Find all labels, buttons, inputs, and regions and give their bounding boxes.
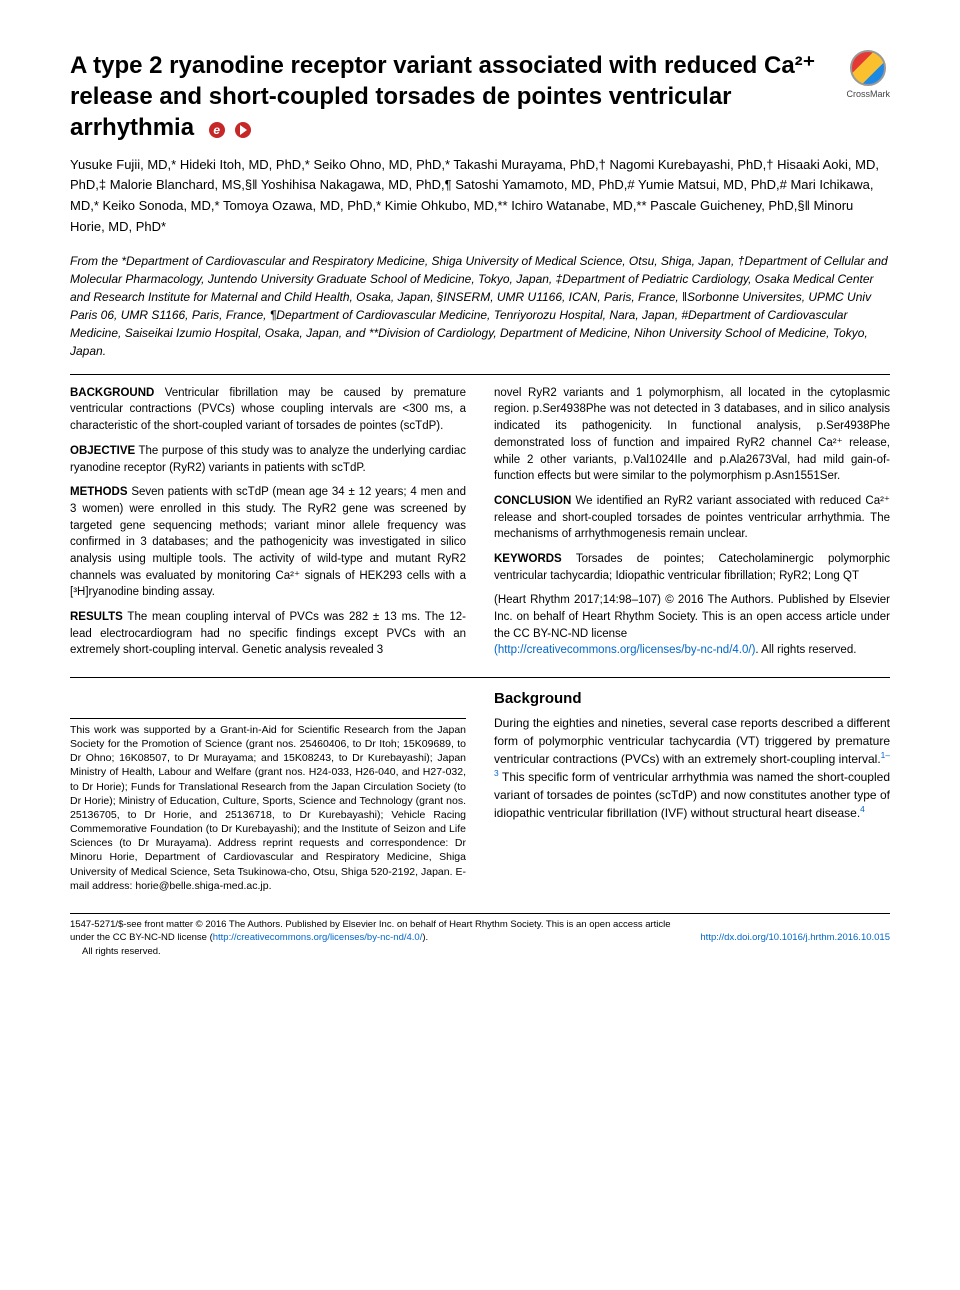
methods-text: Seven patients with scTdP (mean age 34 ±… bbox=[70, 486, 466, 598]
crossmark-badge[interactable]: CrossMark bbox=[846, 50, 890, 101]
copyright-end: ). bbox=[422, 932, 428, 943]
objective-label: OBJECTIVE bbox=[70, 445, 135, 457]
lower-columns: This work was supported by a Grant-in-Ai… bbox=[70, 688, 890, 893]
divider bbox=[70, 374, 890, 375]
rights-text: . All rights reserved. bbox=[755, 644, 856, 656]
funding-note: This work was supported by a Grant-in-Ai… bbox=[70, 718, 466, 893]
footer-license-link[interactable]: http://creativecommons.org/licenses/by-n… bbox=[213, 932, 423, 943]
affiliations: From the *Department of Cardiovascular a… bbox=[70, 252, 890, 360]
background-label: BACKGROUND bbox=[70, 387, 154, 399]
funding-column: This work was supported by a Grant-in-Ai… bbox=[70, 688, 466, 893]
page-footer: 1547-5271/$-see front matter © 2016 The … bbox=[70, 918, 890, 958]
title-icons: e bbox=[209, 113, 252, 144]
results-label: RESULTS bbox=[70, 611, 123, 623]
title-text: A type 2 ryanodine receptor variant asso… bbox=[70, 52, 815, 141]
crossmark-icon bbox=[850, 50, 886, 86]
bg-text-1: During the eighties and nineties, severa… bbox=[494, 716, 890, 766]
results-continued: novel RyR2 variants and 1 polymorphism, … bbox=[494, 385, 890, 485]
crossmark-label: CrossMark bbox=[846, 89, 890, 99]
footer-rights: All rights reserved. bbox=[70, 945, 680, 958]
footer-divider bbox=[70, 913, 890, 914]
conclusion-label: CONCLUSION bbox=[494, 495, 571, 507]
footer-copyright: 1547-5271/$-see front matter © 2016 The … bbox=[70, 918, 680, 958]
doi-link[interactable]: http://dx.doi.org/10.1016/j.hrthm.2016.1… bbox=[700, 932, 890, 943]
methods-label: METHODS bbox=[70, 486, 128, 498]
citation-text: (Heart Rhythm 2017;14:98–107) © 2016 The… bbox=[494, 594, 890, 639]
video-icon[interactable] bbox=[235, 122, 251, 138]
abstract-right-column: novel RyR2 variants and 1 polymorphism, … bbox=[494, 385, 890, 667]
article-title: A type 2 ryanodine receptor variant asso… bbox=[70, 50, 826, 145]
results-text: The mean coupling interval of PVCs was 2… bbox=[70, 611, 466, 656]
background-heading: Background bbox=[494, 688, 890, 710]
bg-text-2: This specific form of ventricular arrhyt… bbox=[494, 770, 890, 820]
abstract: BACKGROUND Ventricular fibrillation may … bbox=[70, 385, 890, 667]
footer-doi: http://dx.doi.org/10.1016/j.hrthm.2016.1… bbox=[680, 918, 890, 958]
divider bbox=[70, 677, 890, 678]
abstract-left-column: BACKGROUND Ventricular fibrillation may … bbox=[70, 385, 466, 667]
ref-link-4[interactable]: 4 bbox=[860, 804, 865, 814]
supplementary-icon[interactable]: e bbox=[209, 122, 225, 138]
author-list: Yusuke Fujii, MD,* Hideki Itoh, MD, PhD,… bbox=[70, 155, 890, 238]
background-body: During the eighties and nineties, severa… bbox=[494, 714, 890, 822]
keywords-label: KEYWORDS bbox=[494, 553, 562, 565]
license-link[interactable]: (http://creativecommons.org/licenses/by-… bbox=[494, 644, 755, 656]
background-column: Background During the eighties and ninet… bbox=[494, 688, 890, 893]
